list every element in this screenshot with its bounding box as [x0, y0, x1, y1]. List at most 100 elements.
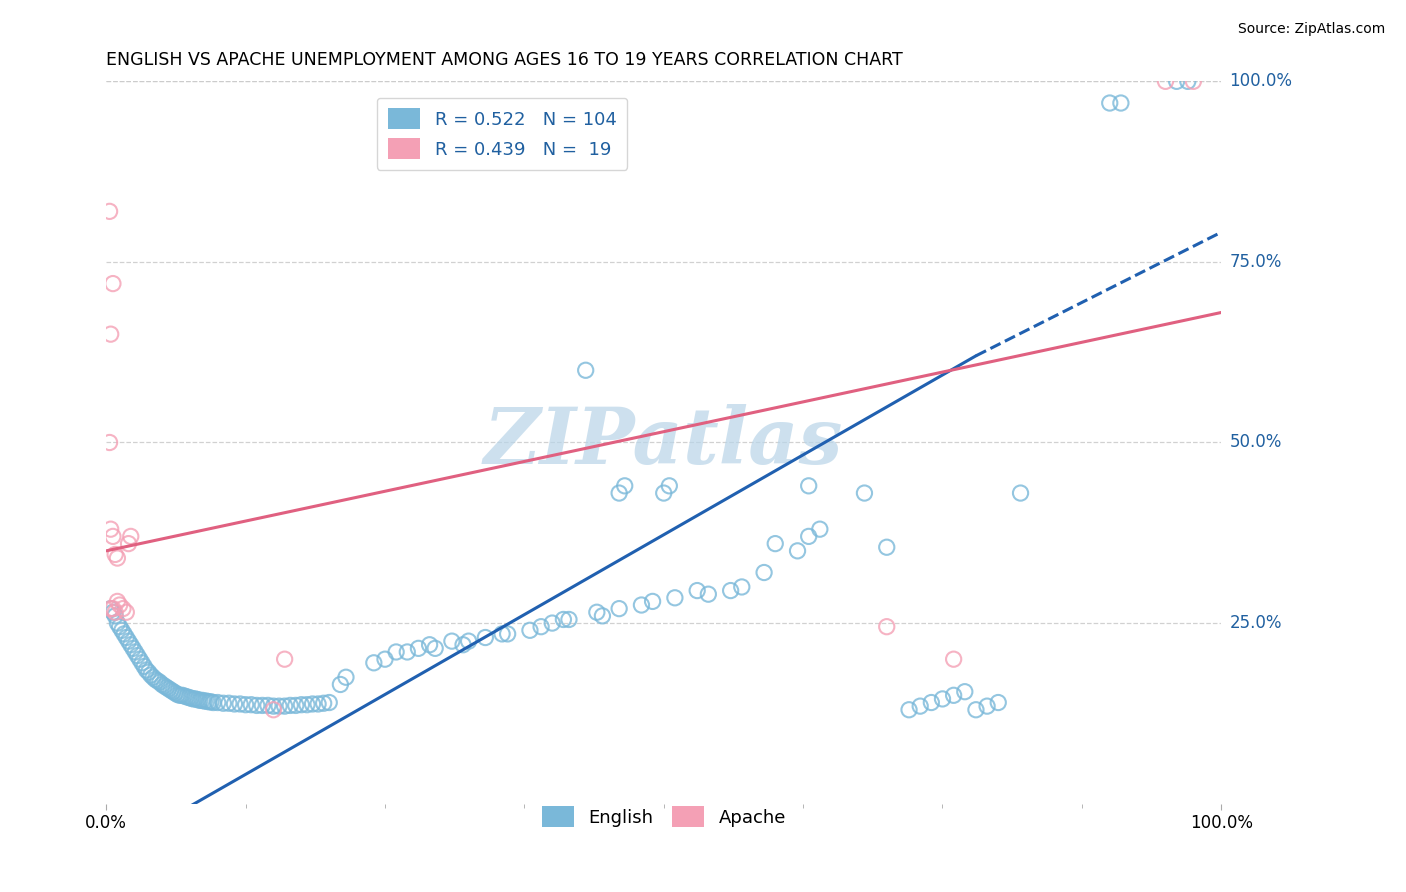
Point: [160, 683, 183, 698]
Point: [101, 529, 124, 543]
Point: [162, 684, 184, 698]
Point: [853, 486, 876, 500]
Point: [127, 648, 149, 663]
Point: [697, 587, 720, 601]
Point: [541, 616, 564, 631]
Point: [108, 620, 131, 634]
Point: [496, 627, 519, 641]
Point: [128, 652, 150, 666]
Point: [184, 692, 207, 706]
Point: [218, 696, 240, 710]
Point: [170, 688, 193, 702]
Point: [157, 681, 180, 696]
Point: [686, 583, 709, 598]
Point: [575, 363, 598, 377]
Point: [301, 697, 323, 711]
Point: [134, 659, 156, 673]
Point: [396, 645, 419, 659]
Point: [240, 698, 263, 712]
Point: [101, 601, 124, 615]
Point: [142, 670, 165, 684]
Point: [335, 670, 357, 684]
Point: [181, 692, 204, 706]
Point: [607, 486, 630, 500]
Point: [1098, 95, 1121, 110]
Point: [105, 594, 128, 608]
Point: [131, 656, 153, 670]
Point: [117, 634, 139, 648]
Point: [1010, 486, 1032, 500]
Point: [267, 699, 290, 714]
Point: [263, 699, 285, 714]
Point: [652, 486, 675, 500]
Point: [1166, 74, 1188, 88]
Text: ENGLISH VS APACHE UNEMPLOYMENT AMONG AGES 16 TO 19 YEARS CORRELATION CHART: ENGLISH VS APACHE UNEMPLOYMENT AMONG AGE…: [107, 51, 903, 69]
Point: [135, 663, 157, 677]
Point: [1154, 74, 1177, 88]
Point: [246, 698, 269, 713]
Point: [202, 696, 225, 710]
Point: [385, 645, 408, 659]
Point: [111, 624, 134, 638]
Point: [100, 522, 122, 536]
Point: [195, 694, 218, 708]
Point: [1109, 95, 1132, 110]
Point: [752, 566, 775, 580]
Point: [876, 620, 898, 634]
Text: Source: ZipAtlas.com: Source: ZipAtlas.com: [1237, 22, 1385, 37]
Point: [363, 656, 385, 670]
Point: [731, 580, 754, 594]
Point: [307, 697, 329, 711]
Point: [312, 696, 335, 710]
Point: [558, 612, 581, 626]
Point: [224, 697, 246, 711]
Point: [263, 703, 285, 717]
Point: [898, 703, 921, 717]
Point: [101, 605, 124, 619]
Point: [188, 693, 211, 707]
Text: 25.0%: 25.0%: [1230, 614, 1282, 632]
Point: [295, 698, 318, 712]
Point: [143, 673, 166, 687]
Point: [451, 638, 474, 652]
Point: [763, 536, 786, 550]
Text: 50.0%: 50.0%: [1230, 434, 1282, 451]
Text: 100.0%: 100.0%: [1230, 72, 1292, 90]
Point: [235, 698, 257, 712]
Point: [146, 673, 169, 688]
Point: [150, 677, 173, 691]
Point: [115, 631, 138, 645]
Point: [104, 605, 127, 619]
Point: [474, 631, 496, 645]
Point: [953, 684, 976, 698]
Point: [101, 277, 124, 291]
Point: [808, 522, 831, 536]
Point: [212, 696, 235, 710]
Point: [1177, 74, 1199, 88]
Point: [329, 677, 352, 691]
Point: [278, 698, 301, 713]
Point: [193, 694, 215, 708]
Point: [112, 627, 135, 641]
Point: [440, 634, 463, 648]
Point: [318, 696, 340, 710]
Point: [630, 598, 652, 612]
Point: [419, 638, 441, 652]
Point: [965, 703, 987, 717]
Point: [664, 591, 686, 605]
Point: [658, 479, 681, 493]
Point: [139, 668, 162, 682]
Point: [153, 679, 176, 693]
Point: [115, 605, 138, 619]
Point: [519, 624, 541, 638]
Point: [198, 695, 221, 709]
Point: [98, 435, 121, 450]
Point: [100, 327, 122, 342]
Text: ZIPatlas: ZIPatlas: [484, 404, 844, 481]
Point: [641, 594, 664, 608]
Point: [408, 641, 430, 656]
Point: [491, 627, 513, 641]
Point: [138, 665, 160, 680]
Point: [290, 698, 312, 712]
Point: [105, 616, 128, 631]
